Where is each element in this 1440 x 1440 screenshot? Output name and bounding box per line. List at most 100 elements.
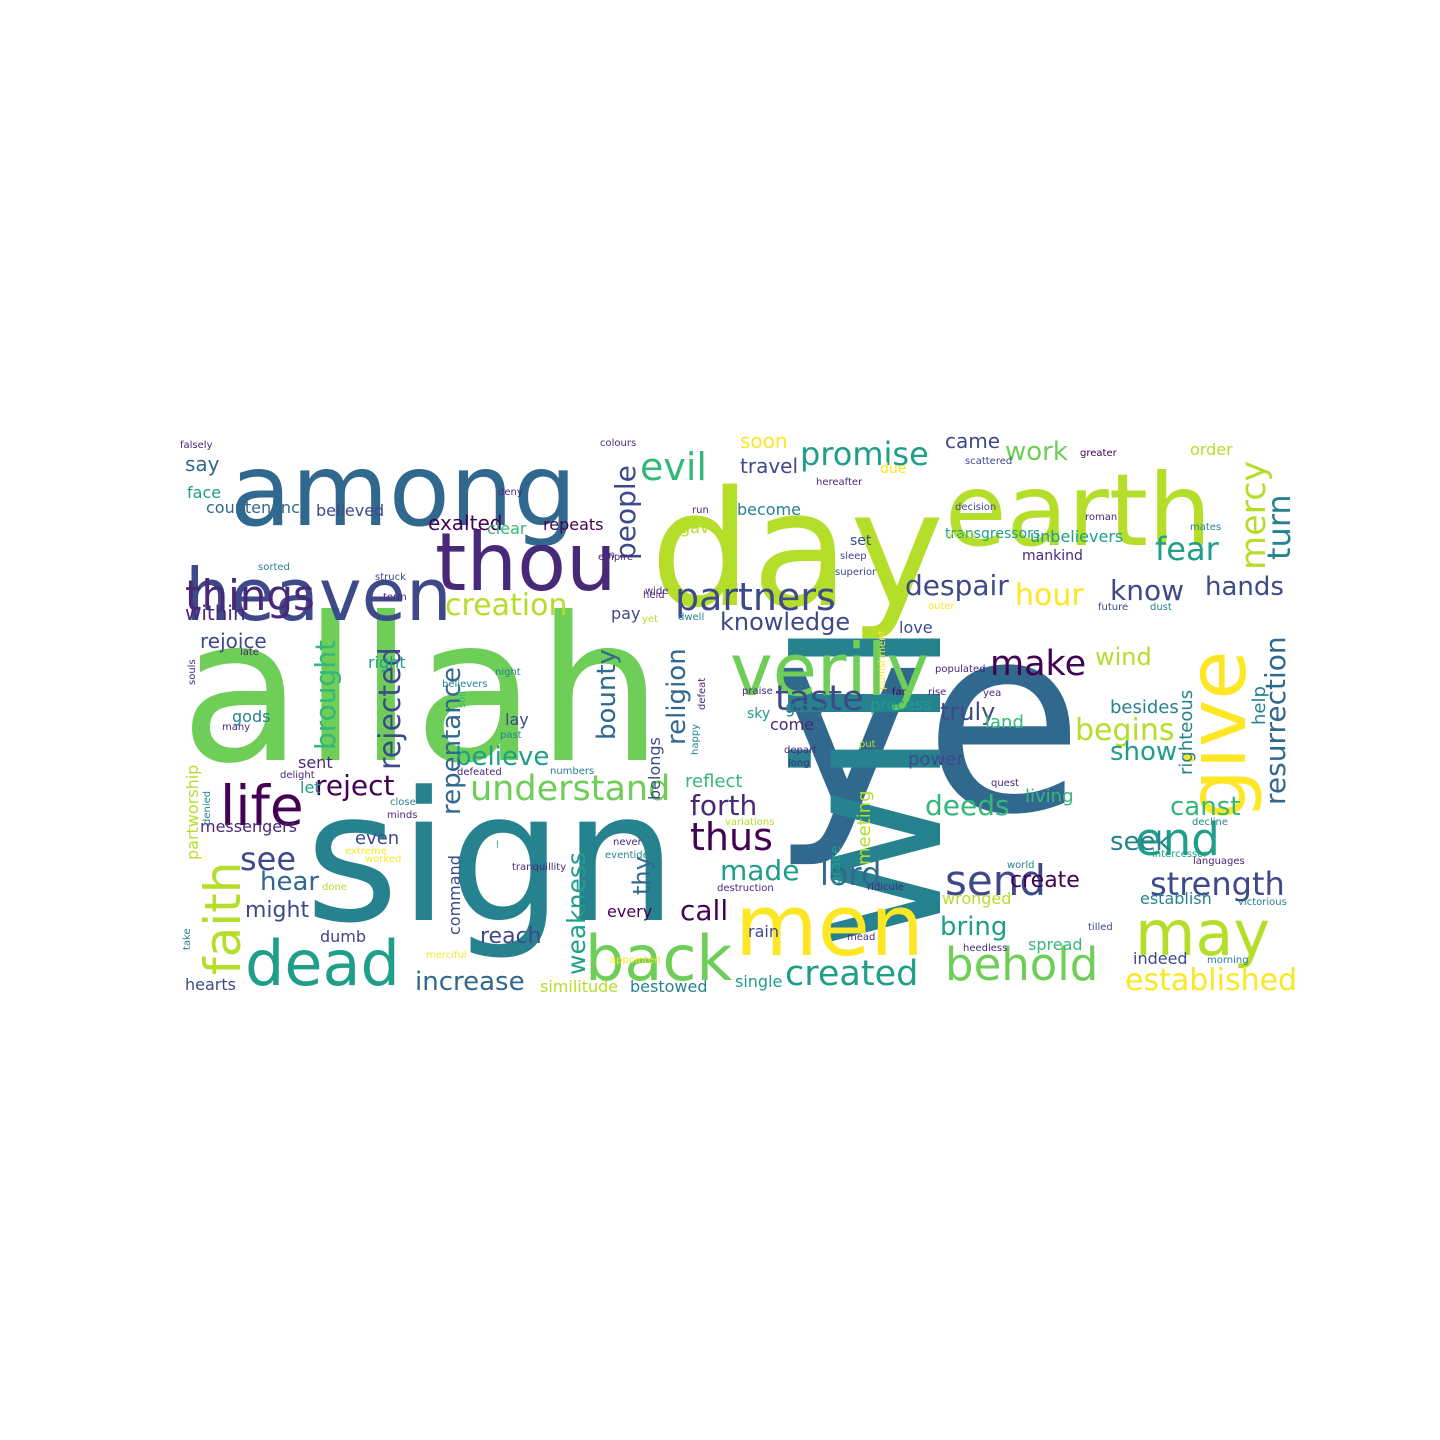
word-delight: delight	[280, 770, 315, 781]
word-people: people	[609, 465, 642, 560]
word-tilled: tilled	[1088, 922, 1113, 933]
word-mead: mead	[847, 932, 875, 943]
word-call: call	[680, 894, 728, 927]
word-end: end	[1135, 813, 1220, 866]
word-colours: colours	[600, 438, 636, 449]
word-set: set	[850, 533, 872, 549]
word-help: help	[1249, 686, 1270, 725]
word-ye: ye	[770, 570, 1084, 872]
word-countenance: countenance	[206, 498, 310, 517]
word-intercessor: intercessor	[1152, 849, 1208, 860]
word-merciful: merciful	[426, 950, 467, 961]
word-never: never	[613, 837, 643, 848]
word-show: show	[1110, 737, 1177, 767]
word-things: things	[185, 571, 315, 620]
word-canst: canst	[1170, 792, 1240, 822]
word-within: within	[185, 601, 246, 625]
word-world: world	[1007, 860, 1035, 871]
word-unbelievers: unbelievers	[1030, 527, 1123, 546]
word-gods: gods	[232, 707, 270, 726]
word-bounty: bounty	[592, 649, 622, 740]
word-heedless: heedless	[963, 943, 1007, 954]
word-future: future	[1098, 602, 1128, 613]
word-made: made	[720, 854, 799, 887]
word-many: many	[222, 722, 250, 733]
word-repeats: repeats	[543, 515, 603, 534]
word-life: life	[220, 774, 304, 838]
word-bestowed: bestowed	[630, 977, 707, 996]
word-minds: minds	[387, 810, 417, 821]
word-decision: decision	[955, 502, 996, 513]
word-will: will	[755, 620, 988, 950]
word-promise: promise	[800, 435, 929, 473]
word-dwell: dwell	[678, 612, 704, 623]
word-fear: fear	[1155, 530, 1220, 568]
word-believed: believed	[316, 501, 384, 520]
word-power: power	[908, 749, 964, 770]
word-heaven: heaven	[185, 553, 452, 637]
word-languages: languages	[1193, 856, 1245, 867]
word-among: among	[230, 432, 577, 549]
word-lay: lay	[505, 710, 529, 729]
word-roman: roman	[1085, 512, 1117, 523]
word-bring: bring	[940, 912, 1007, 942]
word-wind: wind	[1095, 643, 1152, 671]
word-take: take	[182, 928, 193, 950]
word-rain: rain	[748, 922, 779, 941]
word-done: done	[322, 882, 347, 893]
word-religion: religion	[662, 648, 692, 745]
word-yet: yet	[642, 614, 658, 625]
word-men: men	[735, 877, 924, 976]
word-reflect: reflect	[685, 771, 742, 792]
word-worked: worked	[365, 854, 401, 865]
word-souls: souls	[187, 659, 198, 685]
word-happy: happy	[690, 724, 701, 755]
word-m: m	[605, 550, 615, 561]
word-earth: earth	[945, 452, 1212, 569]
word-spread: spread	[1028, 935, 1083, 954]
word-clear: clear	[487, 519, 527, 538]
word-eventide: eventide	[605, 850, 649, 861]
word-thus: thus	[690, 815, 773, 859]
word-sent: sent	[298, 753, 333, 772]
word-created: created	[785, 954, 918, 994]
word-righteous: righteous	[1176, 690, 1197, 775]
word-forth: forth	[690, 789, 757, 822]
word-belongs: belongs	[645, 737, 664, 800]
word-outer: outer	[928, 601, 956, 612]
word-sleep: sleep	[840, 551, 867, 562]
word-right: right	[368, 653, 406, 672]
word-long: long	[788, 758, 810, 769]
word-superior: superior	[835, 567, 877, 578]
word-meeting: meeting	[854, 790, 875, 865]
word-repentance: repentance	[437, 667, 467, 815]
word-depart: depart	[784, 745, 817, 756]
word-soon: soon	[740, 430, 788, 453]
word-quest: quest	[991, 778, 1019, 789]
word-hear: hear	[260, 867, 319, 897]
word-pay: pay	[611, 604, 640, 623]
word-partners: partners	[675, 575, 836, 619]
word-reject: reject	[315, 769, 395, 802]
word-back: back	[585, 922, 732, 995]
word-even: even	[355, 828, 399, 849]
word-knowledge: knowledge	[720, 608, 850, 636]
word-create: create	[1010, 868, 1080, 893]
word-taste: taste	[775, 679, 864, 719]
word-soil: soil	[457, 691, 468, 708]
word-command: command	[445, 855, 464, 935]
word-know: know	[1110, 574, 1184, 607]
word-thy: thy	[628, 856, 656, 895]
word-dust: dust	[1150, 602, 1172, 613]
word-came: came	[945, 430, 1000, 453]
word-seek: seek	[1110, 827, 1171, 857]
word-turn: turn	[1260, 494, 1295, 560]
word-yea: yea	[983, 688, 1001, 699]
word-evil: evil	[640, 445, 707, 489]
word-thou: thou	[435, 516, 617, 609]
word-held: held	[643, 590, 665, 601]
word-rejoice: rejoice	[200, 629, 267, 653]
word-l-letter: l	[496, 840, 499, 851]
word-variations: variations	[725, 817, 774, 828]
